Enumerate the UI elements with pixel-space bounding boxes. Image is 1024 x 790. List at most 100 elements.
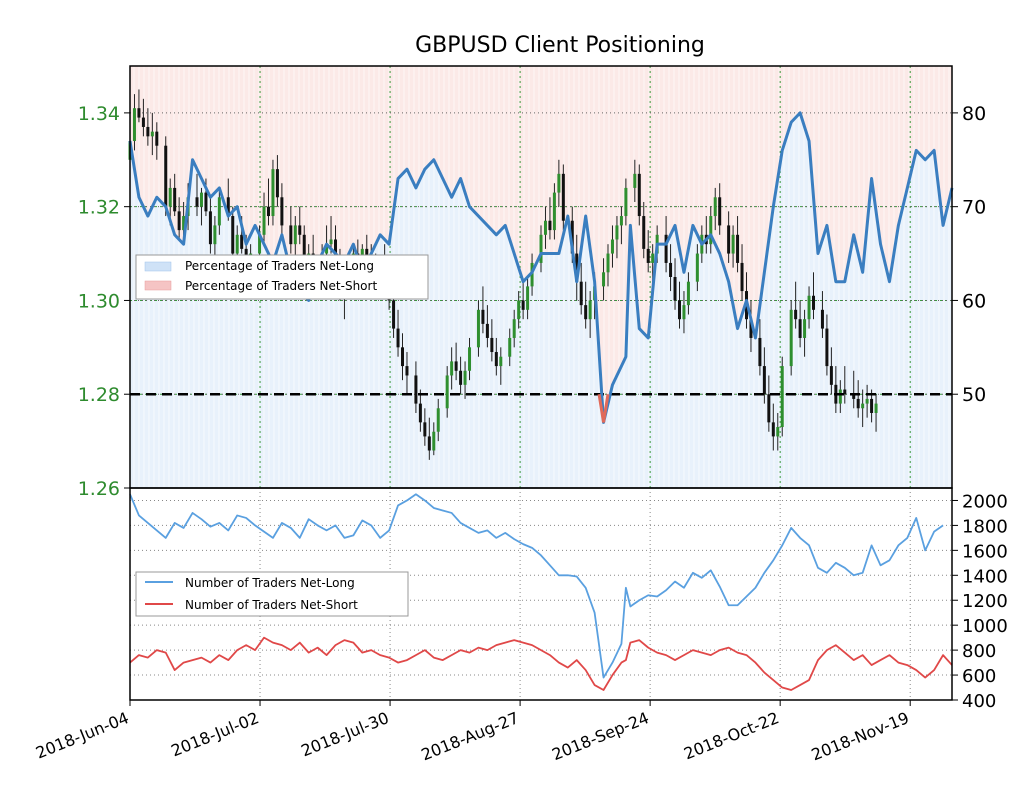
- bottom-frame: [129, 487, 953, 701]
- candle-body: [736, 234, 740, 263]
- legend-swatch-net-long: [144, 261, 172, 272]
- candle-body: [164, 145, 168, 207]
- chart-title: GBPUSD Client Positioning: [415, 33, 705, 58]
- candle-body: [423, 422, 427, 437]
- candle-body: [485, 323, 489, 338]
- y-right-tick-label: 70: [962, 197, 986, 219]
- y-left-tick-label: 1.32: [78, 197, 120, 219]
- candle-body: [298, 225, 302, 235]
- candle-body: [695, 253, 699, 282]
- candle-body: [401, 347, 405, 367]
- candle-body: [843, 389, 847, 395]
- candle-body: [168, 187, 172, 207]
- bottom-legend: Number of Traders Net-Long Number of Tra…: [135, 571, 409, 617]
- candle-body: [718, 197, 722, 226]
- candle-body: [776, 427, 780, 437]
- candle-body: [771, 422, 775, 437]
- candle-body: [646, 248, 650, 263]
- candle-body: [405, 366, 409, 376]
- candle-body: [579, 281, 583, 306]
- candle-body: [861, 403, 865, 409]
- candle-body: [633, 173, 637, 188]
- candle-body: [642, 216, 646, 249]
- candle-body: [803, 319, 807, 338]
- candle-body: [137, 108, 141, 118]
- date-axis: 2018-Jun-04 2018-Jul-02 2018-Jul-30 2018-Au…: [33, 700, 912, 764]
- legend-swatch-net-short: [144, 280, 172, 291]
- candle-body: [615, 225, 619, 240]
- candle-body: [812, 295, 816, 310]
- candle-body: [150, 131, 154, 137]
- candle-body: [664, 234, 668, 263]
- candle-body: [494, 352, 498, 367]
- candle-body: [476, 309, 480, 348]
- candle-body: [213, 225, 217, 245]
- candle-body: [258, 234, 262, 254]
- candle-body: [798, 319, 802, 338]
- candle-body: [195, 197, 199, 207]
- candle-body: [669, 262, 673, 277]
- candle-body: [820, 309, 824, 329]
- candle-body: [789, 309, 793, 367]
- candle-body: [414, 375, 418, 404]
- y-count-tick-label: 1000: [962, 616, 1008, 637]
- candle-body: [570, 220, 574, 254]
- candle-body: [807, 295, 811, 320]
- y-count-tick-label: 800: [962, 641, 996, 662]
- y-right-tick-label: 60: [962, 290, 986, 312]
- candle-body: [767, 394, 771, 423]
- candle-body: [838, 389, 842, 404]
- count-net-short-line: [129, 636, 953, 691]
- candle-body: [829, 366, 833, 385]
- candle-body: [293, 225, 297, 245]
- candle-body: [852, 394, 856, 399]
- candle-body: [240, 234, 244, 249]
- candle-body: [758, 337, 762, 367]
- candle-body: [325, 244, 329, 254]
- top-legend: Percentage of Traders Net-Long Percentag…: [135, 254, 429, 300]
- positioning-panel: 1.26 1.28 1.30 1.32 1.34 50 60 70 80: [78, 65, 986, 500]
- candle-body: [512, 319, 516, 338]
- candle-body: [762, 366, 766, 395]
- candle-body: [427, 436, 431, 451]
- candle-body: [365, 248, 369, 259]
- pct-net-short-segment: [597, 393, 610, 423]
- candle-body: [155, 131, 159, 146]
- x-tick-label: 2018-Jun-04: [33, 708, 131, 763]
- candle-body: [606, 253, 610, 273]
- x-tick-label: 2018-Aug-27: [419, 708, 522, 764]
- candle-body: [874, 403, 878, 413]
- legend-label-net-long: Percentage of Traders Net-Long: [185, 259, 374, 273]
- candle-body: [713, 197, 717, 217]
- candle-body: [865, 398, 869, 404]
- candle-body: [132, 108, 136, 142]
- y-count-tick-label: 400: [962, 691, 996, 712]
- legend-label-net-short: Percentage of Traders Net-Short: [185, 279, 377, 293]
- candle-body: [624, 187, 628, 217]
- x-tick-label: 2018-Nov-19: [809, 708, 912, 764]
- candle-body: [436, 408, 440, 432]
- candle-body: [602, 272, 606, 287]
- candle-body: [289, 225, 293, 245]
- candle-body: [856, 398, 860, 409]
- candle-body: [749, 319, 753, 338]
- candle-body: [231, 216, 235, 254]
- candle-body: [396, 328, 400, 348]
- candle-body: [271, 169, 275, 217]
- candle-body: [141, 117, 145, 127]
- candle-body: [432, 431, 436, 451]
- candle-body: [217, 197, 221, 226]
- candle-body: [610, 239, 614, 254]
- candle-body: [392, 300, 396, 329]
- candle-body: [794, 309, 798, 320]
- candle-body: [517, 300, 521, 320]
- candle-body: [334, 239, 337, 263]
- x-tick-label: 2018-Oct-22: [681, 708, 782, 763]
- candle-body: [199, 192, 203, 207]
- y-count-tick-label: 1400: [962, 566, 1008, 587]
- candle-body: [329, 239, 333, 245]
- candle-body: [459, 370, 463, 385]
- candle-body: [740, 262, 744, 292]
- candle-body: [182, 216, 186, 231]
- candle-body: [173, 187, 177, 212]
